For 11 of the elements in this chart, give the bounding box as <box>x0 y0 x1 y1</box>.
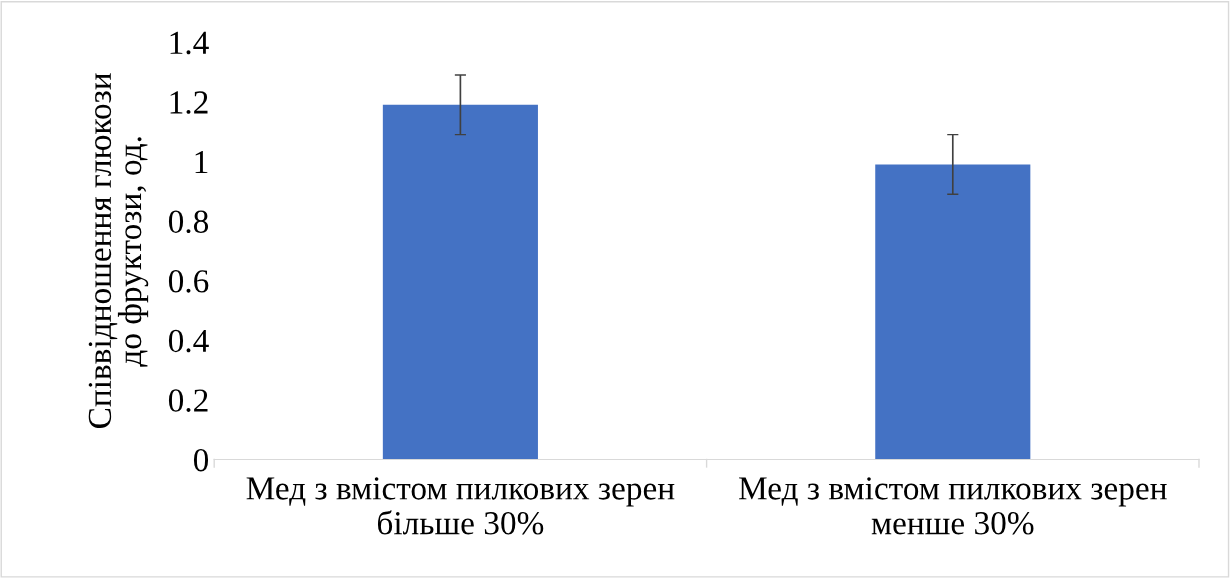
y-tick-label: 1.4 <box>170 31 209 55</box>
y-tick-label: 0 <box>193 448 209 472</box>
y-axis-title: Співвідношення глюкози до фруктози, од. <box>88 73 149 428</box>
y-tick-label: 1 <box>195 150 208 173</box>
y-tick-label: 0.4 <box>168 329 209 353</box>
y-tick-label: 1.2 <box>170 91 208 114</box>
x-tick-label: Мед з вмістом пилкових зерен менше 30% <box>739 477 1167 535</box>
y-tick-label: 0.2 <box>168 389 208 412</box>
x-tick-label: Мед з вмістом пилкових зерен більше 30% <box>246 477 675 535</box>
y-tick-label: 0.8 <box>168 210 209 234</box>
y-tick-label: 0.6 <box>168 270 209 293</box>
